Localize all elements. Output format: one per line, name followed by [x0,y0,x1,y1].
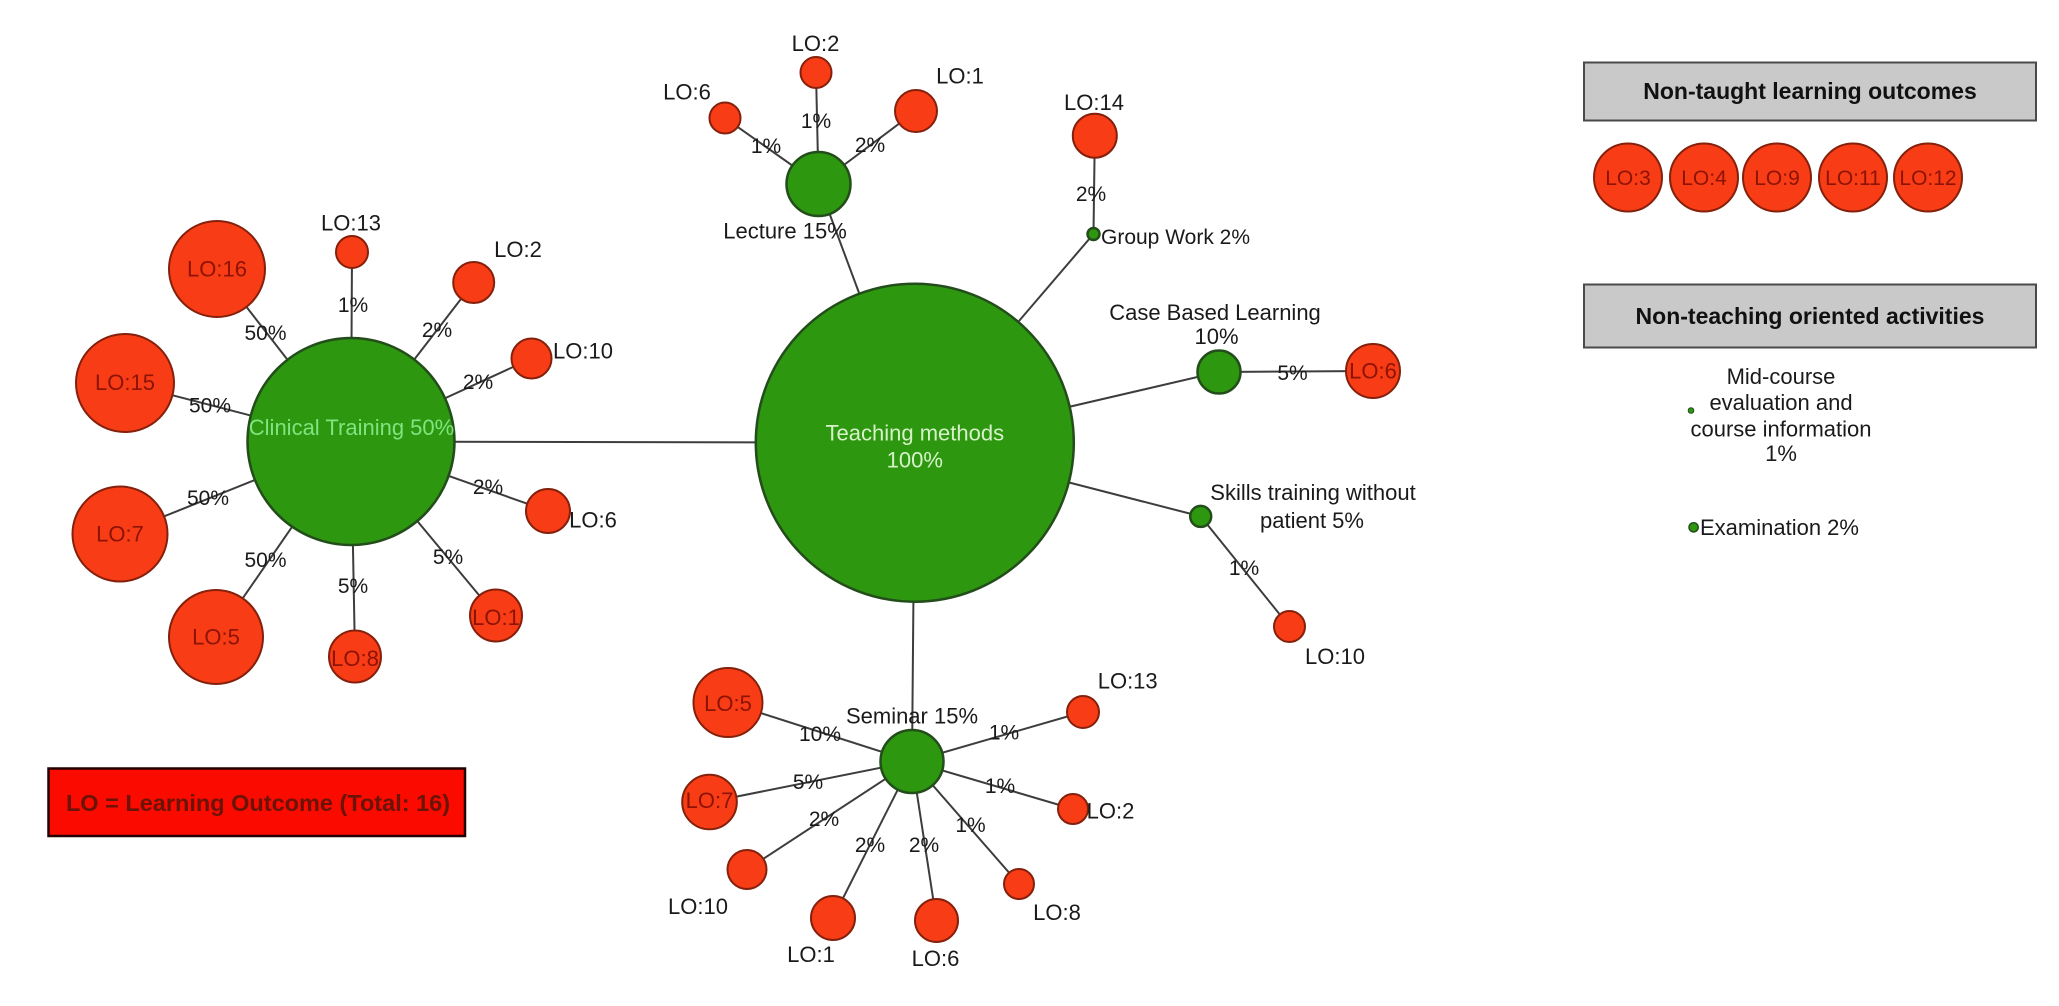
svg-text:Skills training without: Skills training without [1210,480,1415,505]
svg-text:LO:13: LO:13 [321,211,381,236]
svg-text:LO:3: LO:3 [1605,167,1651,190]
svg-text:LO:10: LO:10 [668,894,728,919]
svg-text:LO:2: LO:2 [1087,799,1135,824]
svg-text:50%: 50% [244,322,286,345]
svg-text:LO:1: LO:1 [787,942,835,967]
svg-text:LO:5: LO:5 [192,625,240,650]
svg-text:1%: 1% [1765,441,1797,466]
svg-text:2%: 2% [809,808,839,831]
svg-text:evaluation and: evaluation and [1709,390,1852,415]
svg-text:LO:16: LO:16 [187,257,247,282]
svg-text:5%: 5% [1277,362,1307,385]
svg-text:Teaching methods: Teaching methods [826,420,1005,445]
svg-text:5%: 5% [433,546,463,569]
svg-text:1%: 1% [751,135,781,158]
svg-text:LO:6: LO:6 [1349,359,1397,384]
svg-text:2%: 2% [855,834,885,857]
svg-text:LO:2: LO:2 [792,31,840,56]
svg-text:Clinical Training 50%: Clinical Training 50% [249,415,454,440]
svg-text:LO:4: LO:4 [1681,167,1727,190]
svg-text:2%: 2% [1076,183,1106,206]
svg-text:1%: 1% [801,110,831,133]
svg-text:1%: 1% [985,775,1015,798]
svg-text:2%: 2% [473,476,503,499]
svg-text:Case Based Learning: Case Based Learning [1109,300,1321,325]
svg-text:LO:2: LO:2 [494,237,542,262]
svg-text:LO:6: LO:6 [569,508,617,533]
svg-text:10%: 10% [1194,324,1238,349]
svg-text:LO:10: LO:10 [553,339,613,364]
svg-text:Non-teaching oriented activiti: Non-teaching oriented activities [1636,303,1985,329]
svg-text:Lecture 15%: Lecture 15% [723,219,847,244]
svg-text:2%: 2% [463,371,493,394]
svg-text:LO:14: LO:14 [1064,90,1124,115]
svg-text:LO:9: LO:9 [1754,167,1800,190]
svg-text:LO:7: LO:7 [96,522,144,547]
svg-text:LO = Learning Outcome (Total:: LO = Learning Outcome (Total: 16) [66,790,450,816]
svg-text:2%: 2% [909,834,939,857]
svg-text:patient 5%: patient 5% [1260,508,1364,533]
svg-text:LO:6: LO:6 [663,80,711,105]
svg-text:LO:1: LO:1 [936,64,984,89]
svg-text:LO:11: LO:11 [1825,167,1881,190]
svg-text:LO:10: LO:10 [1305,644,1365,669]
svg-text:Seminar 15%: Seminar 15% [846,704,978,729]
svg-text:LO:5: LO:5 [704,691,752,716]
svg-text:2%: 2% [855,134,885,157]
svg-text:1%: 1% [955,814,985,837]
svg-text:LO:6: LO:6 [912,946,960,971]
svg-text:2%: 2% [422,319,452,342]
svg-text:1%: 1% [1229,557,1259,580]
svg-text:LO:8: LO:8 [331,646,379,671]
svg-text:50%: 50% [189,395,231,418]
svg-text:LO:12: LO:12 [1899,167,1956,190]
svg-text:LO:7: LO:7 [686,788,734,813]
svg-text:Mid-course: Mid-course [1727,364,1836,389]
svg-text:1%: 1% [989,722,1019,745]
svg-text:1%: 1% [338,294,368,317]
svg-text:course information: course information [1691,417,1872,442]
svg-text:Non-taught learning outcomes: Non-taught learning outcomes [1643,78,1977,104]
svg-text:50%: 50% [187,487,229,510]
svg-text:50%: 50% [244,549,286,572]
svg-text:10%: 10% [799,723,841,746]
svg-text:5%: 5% [793,771,823,794]
svg-text:LO:15: LO:15 [95,370,155,395]
svg-text:LO:1: LO:1 [472,605,520,630]
svg-text:Examination 2%: Examination 2% [1700,515,1859,540]
svg-text:LO:8: LO:8 [1033,900,1081,925]
svg-text:Group Work 2%: Group Work 2% [1101,226,1250,249]
svg-text:5%: 5% [338,575,368,598]
svg-text:LO:13: LO:13 [1098,669,1158,694]
svg-text:100%: 100% [887,448,943,473]
